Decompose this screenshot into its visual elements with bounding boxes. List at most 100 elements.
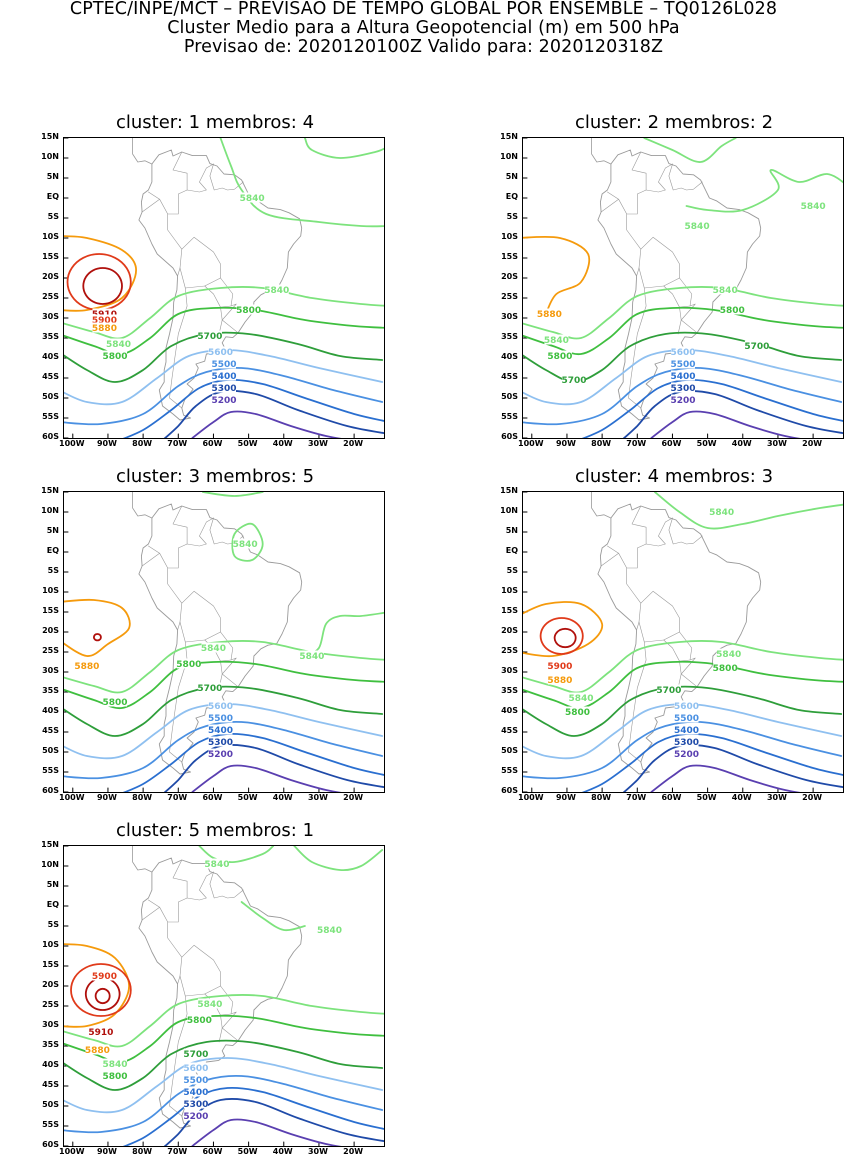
lat-tick-label: 50S (501, 392, 518, 401)
contour-5840 (64, 285, 384, 340)
country-border (167, 213, 183, 277)
contour-label-bg (92, 314, 117, 325)
contour-5840 (654, 492, 843, 530)
contour-label: 5840 (264, 286, 289, 296)
country-border (221, 1011, 239, 1042)
country-border (141, 552, 160, 567)
contour-label-bg (547, 660, 572, 671)
lon-tick-label: 90W (555, 439, 576, 448)
contour-label-bg (183, 1086, 208, 1097)
contour-5910 (94, 987, 111, 1005)
contour-label: 5700 (197, 332, 222, 342)
contour-label-bg (569, 692, 594, 703)
lat-tick-label: 10S (42, 940, 59, 949)
contour-label: 5700 (744, 342, 769, 352)
contour-label-bg (183, 1048, 208, 1059)
contour-label-bg (102, 1070, 127, 1081)
lat-tick-label: 25S (42, 292, 59, 301)
header-line-3: Previsao de: 2020120100Z Valido para: 20… (183, 37, 664, 57)
contour-label: 5840 (197, 1000, 222, 1010)
country-border (179, 944, 221, 997)
latitude-axis: 15N 10N 5N EQ 5S 10S 15S 20S 25S 30S 35S 40S 45S 50S 5… (25, 841, 59, 1149)
contour-5600 (523, 703, 843, 760)
geopotential-map: 5840 5840 5840 5800 5880 5840 5800 5700 5700 5600… (523, 138, 843, 438)
lat-tick-label: 15N (41, 486, 59, 495)
lat-tick-label: 20S (501, 272, 518, 281)
contour-5840 (240, 901, 306, 932)
country-border (179, 590, 221, 643)
latitude-axis: 15N 10N 5N EQ 5S 10S 15S 20S 25S 30S 35S 40S 45S 50S 5… (25, 133, 59, 441)
country-border (600, 198, 619, 213)
lon-tick-label: 90W (96, 439, 117, 448)
contour-label: 5840 (201, 644, 226, 654)
contour-label: 5200 (670, 396, 695, 406)
contour-5700 (523, 685, 843, 737)
contour-label: 5400 (674, 726, 699, 736)
lat-tick-label: 10N (41, 506, 59, 515)
country-border (677, 306, 682, 335)
contour-label-bg (201, 642, 226, 653)
contour-label-bg (74, 660, 99, 671)
contour-5400 (581, 378, 843, 438)
country-border (638, 590, 680, 643)
contour-5840 (685, 169, 843, 213)
contour-label-bg (674, 700, 699, 711)
lat-tick-label: 60S (42, 786, 59, 795)
contour-5700 (523, 331, 843, 383)
contour-label-bg (801, 200, 826, 211)
lon-tick-label: 40W (272, 793, 293, 802)
contour-5840 (523, 285, 843, 340)
lon-tick-label: 70W (167, 793, 188, 802)
lat-tick-label: 5N (505, 526, 518, 535)
lat-tick-label: EQ (505, 192, 518, 201)
lat-tick-label: 5S (47, 566, 59, 575)
country-border (141, 198, 160, 213)
contour-label-bg (674, 724, 699, 735)
contour-label: 5800 (187, 1016, 212, 1026)
contour-label: 5800 (565, 708, 590, 718)
lon-tick-label: 50W (696, 439, 717, 448)
country-border (628, 287, 647, 409)
contour-5910 (553, 627, 577, 649)
contour-label: 5500 (674, 714, 699, 724)
contour-label: 5700 (197, 684, 222, 694)
contour-label: 5840 (713, 286, 738, 296)
contour-5200 (650, 764, 801, 792)
contour-label-bg (671, 394, 695, 405)
lat-tick-label: 5N (46, 880, 59, 889)
lon-tick-label: 100W (59, 439, 85, 448)
contour-label-bg (713, 284, 738, 295)
lon-tick-label: 80W (591, 439, 612, 448)
lat-tick-label: 35S (42, 686, 59, 695)
country-border (186, 517, 214, 547)
contour-5200 (191, 410, 342, 438)
country-border (141, 906, 160, 921)
lat-tick-label: 5N (46, 172, 59, 181)
contour-label: 5400 (183, 1088, 208, 1098)
contour-label: 5840 (240, 194, 265, 204)
country-border (600, 552, 619, 567)
contour-5840 (64, 993, 384, 1048)
lon-tick-label: 100W (518, 793, 544, 802)
contour-5840 (231, 522, 264, 562)
country-border (668, 517, 703, 545)
lat-tick-label: 30S (501, 666, 518, 675)
lat-tick-label: 10S (42, 232, 59, 241)
contour-label-bg (685, 220, 710, 231)
lon-tick-label: 90W (96, 793, 117, 802)
header-line-2: Cluster Medio para a Altura Geopotencial… (167, 18, 680, 38)
lat-tick-label: 60S (42, 1140, 59, 1149)
contour-label: 5840 (544, 336, 569, 346)
contour-label: 5880 (547, 676, 572, 686)
contour-5840 (198, 846, 275, 864)
contour-label-bg (208, 712, 233, 723)
contour-5880 (523, 235, 591, 315)
contour-label: 5900 (547, 662, 572, 672)
contour-label-bg (674, 748, 699, 759)
lat-tick-label: 40S (42, 706, 59, 715)
lat-tick-label: 10N (41, 152, 59, 161)
contour-label-bg (709, 506, 734, 517)
contour-5500 (64, 720, 384, 780)
lat-tick-label: 60S (501, 786, 518, 795)
country-border (186, 163, 214, 193)
